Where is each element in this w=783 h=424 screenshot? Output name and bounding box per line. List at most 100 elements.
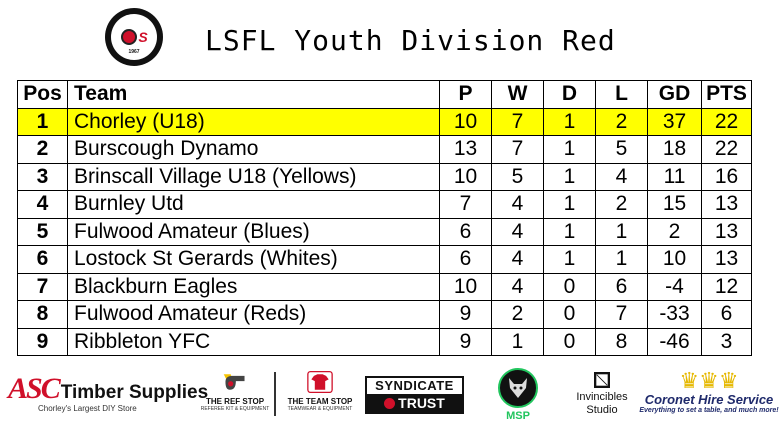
cell-lost: 5 — [595, 135, 648, 164]
cell-pos: 5 — [17, 217, 68, 246]
cell-lost: 1 — [595, 245, 648, 274]
sponsor-ref-stop: THE REF STOP REFEREE KIT & EQUIPMENT — [196, 370, 274, 412]
cell-played: 6 — [439, 245, 492, 274]
cell-points: 13 — [701, 190, 752, 219]
cell-pos: 6 — [17, 245, 68, 274]
cell-won: 5 — [491, 162, 544, 191]
ref-stop-name: THE REF STOP — [205, 397, 265, 406]
header-goal-difference: GD — [647, 80, 702, 109]
wolf-icon — [498, 368, 538, 408]
cell-drawn: 1 — [543, 135, 596, 164]
sponsor-asc-timber: ASC Timber Supplies Chorley's Largest DI… — [8, 372, 208, 413]
sponsor-strip: ASC Timber Supplies Chorley's Largest DI… — [0, 366, 783, 424]
cell-played: 10 — [439, 162, 492, 191]
cell-drawn: 1 — [543, 245, 596, 274]
team-stop-name: THE TEAM STOP — [287, 397, 353, 406]
sponsor-divider — [274, 372, 276, 416]
cell-won: 7 — [491, 135, 544, 164]
cell-points: 13 — [701, 217, 752, 246]
table-row: 8 Fulwood Amateur (Reds) 9 2 0 7 -33 6 — [17, 300, 752, 329]
cell-lost: 2 — [595, 190, 648, 219]
table-row: 7 Blackburn Eagles 10 4 0 6 -4 12 — [17, 272, 752, 301]
cell-lost: 1 — [595, 217, 648, 246]
table-row: 5 Fulwood Amateur (Blues) 6 4 1 1 2 13 — [17, 217, 752, 246]
cell-team: Ribbleton YFC — [67, 327, 440, 356]
cell-goal-difference: 2 — [647, 217, 702, 246]
cell-drawn: 1 — [543, 190, 596, 219]
crown-icon: ♛♛♛ — [679, 368, 739, 393]
table-row: 4 Burnley Utd 7 4 1 2 15 13 — [17, 190, 752, 219]
sponsor-syndicate-trust: SYNDICATE TRUST — [365, 376, 464, 414]
invincibles-line1: Invincibles — [576, 391, 628, 403]
cell-goal-difference: -4 — [647, 272, 702, 301]
cell-team: Chorley (U18) — [67, 107, 440, 136]
cell-lost: 6 — [595, 272, 648, 301]
sponsor-invincibles-studio: Invincibles Studio — [562, 372, 642, 417]
table-row: 3 Brinscall Village U18 (Yellows) 10 5 1… — [17, 162, 752, 191]
league-logo: S 1967 — [105, 8, 163, 66]
coronet-name: Coronet Hire Service — [644, 392, 774, 407]
cell-goal-difference: 15 — [647, 190, 702, 219]
table-row: 9 Ribbleton YFC 9 1 0 8 -46 3 — [17, 327, 752, 356]
cell-goal-difference: 37 — [647, 107, 702, 136]
cell-pos: 7 — [17, 272, 68, 301]
table-row: 2 Burscough Dynamo 13 7 1 5 18 22 — [17, 135, 752, 164]
cell-pos: 4 — [17, 190, 68, 219]
cell-drawn: 0 — [543, 272, 596, 301]
cell-points: 12 — [701, 272, 752, 301]
cell-played: 9 — [439, 300, 492, 329]
sponsor-coronet-hire: ♛♛♛ Coronet Hire Service Everything to s… — [639, 368, 779, 415]
league-logo-year: 1967 — [128, 49, 140, 55]
league-logo-mark: S — [138, 29, 147, 45]
cell-points: 3 — [701, 327, 752, 356]
cell-drawn: 0 — [543, 300, 596, 329]
header-lost: L — [595, 80, 648, 109]
cell-pos: 1 — [17, 107, 68, 136]
header-won: W — [491, 80, 544, 109]
cell-points: 22 — [701, 135, 752, 164]
league-logo-inner: S 1967 — [111, 14, 157, 60]
syndicate-trust-bar: TRUST — [367, 394, 462, 412]
cell-team: Burnley Utd — [67, 190, 440, 219]
table-header-row: Pos Team P W D L GD PTS — [17, 80, 752, 109]
frame-icon — [594, 372, 610, 388]
cell-played: 9 — [439, 327, 492, 356]
cell-goal-difference: -46 — [647, 327, 702, 356]
cell-team: Brinscall Village U18 (Yellows) — [67, 162, 440, 191]
coronet-tagline: Everything to set a table, and much more… — [639, 407, 779, 414]
page-title: LSFL Youth Division Red — [205, 24, 616, 57]
header-drawn: D — [543, 80, 596, 109]
cell-points: 22 — [701, 107, 752, 136]
cell-played: 7 — [439, 190, 492, 219]
shirt-icon — [307, 370, 333, 394]
msp-label: MSP — [506, 410, 530, 422]
cell-won: 4 — [491, 272, 544, 301]
cell-lost: 2 — [595, 107, 648, 136]
league-table: Pos Team P W D L GD PTS 1 Chorley (U18) … — [17, 80, 752, 356]
cell-won: 1 — [491, 327, 544, 356]
cell-lost: 7 — [595, 300, 648, 329]
cell-team: Lostock St Gerards (Whites) — [67, 245, 440, 274]
ref-stop-tagline: REFEREE KIT & EQUIPMENT — [200, 406, 270, 412]
cell-points: 16 — [701, 162, 752, 191]
football-icon — [121, 29, 138, 45]
cell-pos: 2 — [17, 135, 68, 164]
cell-won: 4 — [491, 190, 544, 219]
header-points: PTS — [701, 80, 752, 109]
cell-lost: 8 — [595, 327, 648, 356]
cell-pos: 8 — [17, 300, 68, 329]
whistle-icon — [223, 374, 245, 390]
cell-lost: 4 — [595, 162, 648, 191]
syndicate-trust-label: TRUST — [398, 395, 445, 411]
asc-name: Timber Supplies — [60, 382, 209, 403]
cell-goal-difference: 10 — [647, 245, 702, 274]
football-icon — [384, 397, 396, 409]
cell-played: 6 — [439, 217, 492, 246]
cell-goal-difference: 18 — [647, 135, 702, 164]
cell-points: 6 — [701, 300, 752, 329]
cell-pos: 9 — [17, 327, 68, 356]
cell-won: 2 — [491, 300, 544, 329]
header-pos: Pos — [17, 80, 68, 109]
cell-played: 10 — [439, 107, 492, 136]
syndicate-name: SYNDICATE — [375, 378, 454, 393]
